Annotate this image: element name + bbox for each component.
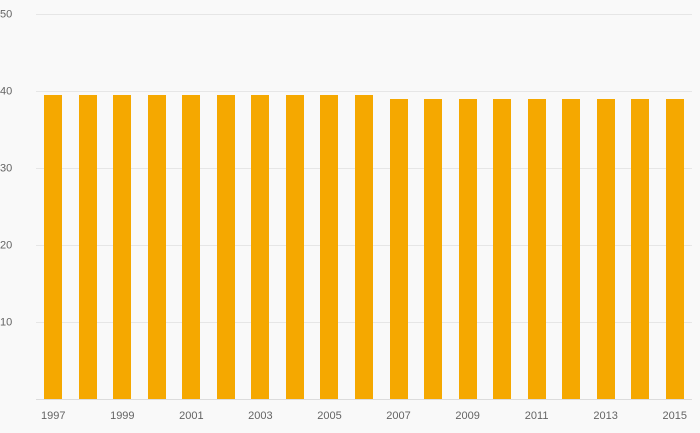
bar-2011[interactable] bbox=[527, 99, 546, 399]
bar-2015[interactable] bbox=[665, 99, 684, 399]
x-tick-label-2009: 2009 bbox=[455, 410, 480, 422]
x-axis: 1997 1999 2001 2003 2005 2007 2009 2011 2013 2015 bbox=[36, 411, 692, 427]
bar-2008[interactable] bbox=[424, 99, 443, 399]
x-axis-line bbox=[36, 399, 692, 400]
y-tick-label-50: 50 bbox=[0, 8, 13, 21]
bar-1997[interactable] bbox=[44, 94, 63, 399]
bar-2013[interactable] bbox=[596, 99, 615, 399]
x-tick-label-2011: 2011 bbox=[524, 410, 549, 422]
bar-2002[interactable] bbox=[216, 94, 235, 399]
bar-2003[interactable] bbox=[251, 94, 270, 399]
plot-area bbox=[36, 14, 692, 400]
x-tick-label-2007: 2007 bbox=[386, 410, 411, 422]
bar-2001[interactable] bbox=[182, 94, 201, 399]
bar-2004[interactable] bbox=[285, 94, 304, 399]
x-tick-label-2013: 2013 bbox=[593, 410, 618, 422]
bar-1998[interactable] bbox=[78, 94, 97, 399]
bar-2007[interactable] bbox=[389, 99, 408, 399]
y-tick-label-10: 10 bbox=[0, 316, 13, 329]
bar-1999[interactable] bbox=[113, 94, 132, 399]
gridline-y-50 bbox=[36, 14, 692, 15]
gridline-y-40 bbox=[36, 91, 692, 92]
bar-2009[interactable] bbox=[458, 99, 477, 399]
bar-2014[interactable] bbox=[631, 99, 650, 399]
x-tick-label-1997: 1997 bbox=[41, 410, 66, 422]
x-tick-label-1999: 1999 bbox=[110, 410, 135, 422]
bar-2005[interactable] bbox=[320, 94, 339, 399]
bar-2006[interactable] bbox=[355, 94, 373, 399]
bar-2012[interactable] bbox=[562, 99, 581, 399]
y-tick-label-20: 20 bbox=[0, 239, 13, 252]
x-tick-label-2005: 2005 bbox=[317, 410, 342, 422]
y-tick-label-30: 30 bbox=[0, 162, 13, 175]
x-tick-label-2003: 2003 bbox=[248, 410, 273, 422]
bar-2010[interactable] bbox=[493, 99, 512, 399]
x-tick-label-2001: 2001 bbox=[179, 410, 204, 422]
y-tick-label-40: 40 bbox=[0, 85, 13, 98]
x-tick-label-2015: 2015 bbox=[662, 410, 687, 422]
bar-2000[interactable] bbox=[147, 94, 166, 399]
y-axis: 10 20 30 40 50 bbox=[0, 9, 30, 400]
